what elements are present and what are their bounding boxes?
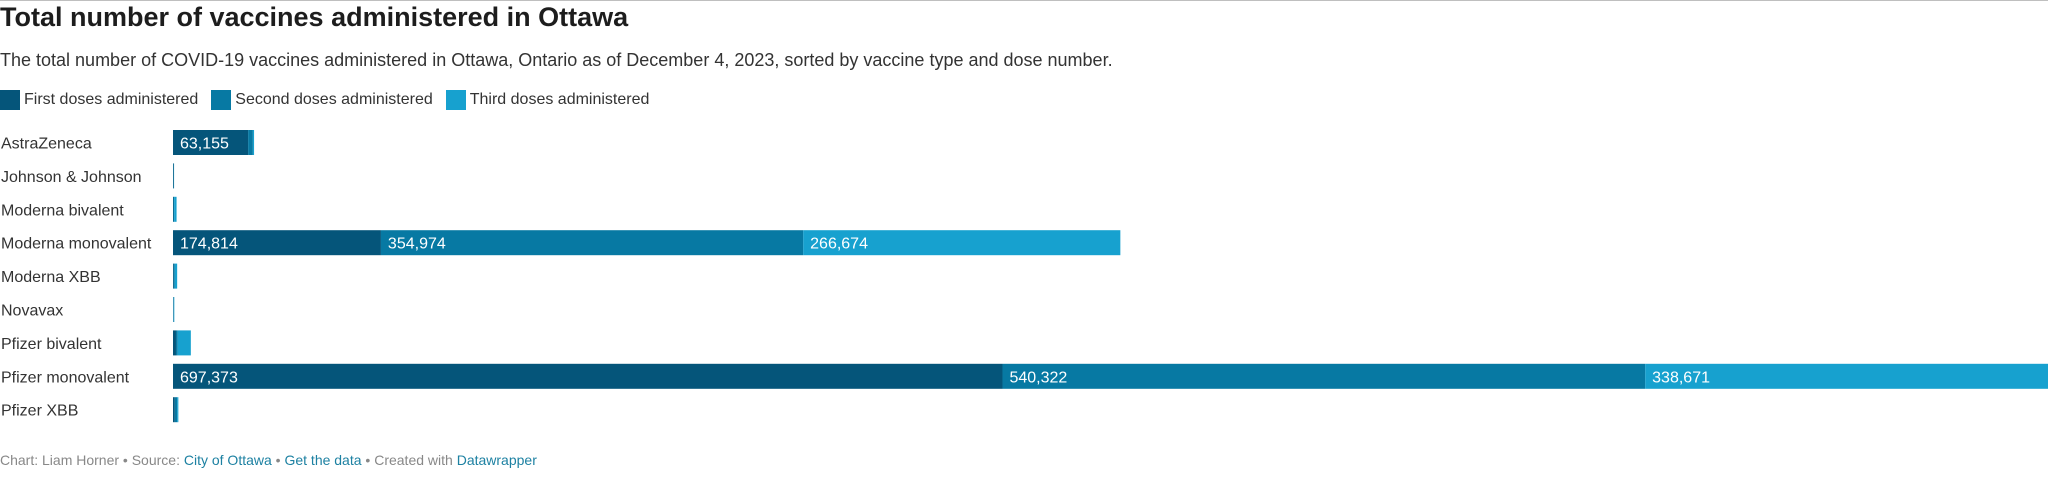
bar-moderna-xbb-second-doses[interactable]: [173, 263, 175, 289]
category-label-novavax: Novavax: [1, 303, 63, 320]
footer-created-with: • Created with: [361, 452, 457, 468]
data-label-moderna-monovalent-second-doses: 354,974: [388, 236, 446, 253]
category-label-astrazeneca: AstraZeneca: [1, 136, 92, 153]
chart-subtitle: The total number of COVID-19 vaccines ad…: [0, 50, 1113, 70]
stacked-bar-chart: AstraZeneca 63,155 Johnson & Johnson Modern…: [1, 130, 2048, 423]
top-rule: [0, 0, 2048, 1]
bar-moderna-monovalent-second-doses[interactable]: [380, 230, 804, 256]
legend-swatch-third-doses: [445, 90, 466, 110]
legend-label-second-doses: Second doses administered: [235, 91, 433, 108]
bar-novavax-third-doses[interactable]: [173, 297, 175, 322]
category-label-pfizer-monovalent: Pfizer monovalent: [1, 369, 130, 386]
legend-item-third-doses: Third doses administered: [445, 90, 650, 110]
bar-pfizer-monovalent-second-doses[interactable]: [1002, 363, 1646, 389]
category-label-moderna-monovalent: Moderna monovalent: [1, 236, 152, 253]
bar-pfizer-monovalent-third-doses[interactable]: [1645, 363, 2048, 389]
bar-pfizer-monovalent-first-doses[interactable]: [173, 363, 1003, 389]
source-link[interactable]: City of Ottawa: [183, 452, 272, 468]
bar-moderna-xbb-first-doses[interactable]: [173, 263, 174, 289]
category-label-moderna-bivalent: Moderna bivalent: [1, 202, 124, 219]
bar-pfizer-bivalent-second-doses[interactable]: [175, 330, 178, 356]
bar-moderna-monovalent-third-doses[interactable]: [803, 230, 1121, 256]
bar-astrazeneca-first-doses[interactable]: [173, 130, 249, 155]
chart-title: Total number of vaccines administered in…: [0, 2, 629, 32]
legend: First doses administered Second doses ad…: [0, 90, 662, 110]
footer-credit: Chart: Liam Horner • Source:: [0, 452, 184, 468]
data-label-pfizer-monovalent-third-doses: 338,671: [1652, 369, 1710, 386]
legend-item-second-doses: Second doses administered: [211, 90, 433, 110]
bar-johnson-and-johnson-first-doses[interactable]: [173, 163, 174, 189]
bar-pfizer-xbb-first-doses[interactable]: [173, 397, 175, 423]
bar-moderna-bivalent-third-doses[interactable]: [174, 196, 177, 222]
bar-moderna-monovalent-first-doses[interactable]: [173, 230, 381, 256]
data-label-pfizer-monovalent-second-doses: 540,322: [1009, 369, 1067, 386]
legend-label-first-doses: First doses administered: [24, 91, 199, 108]
bar-astrazeneca-third-doses[interactable]: [252, 130, 255, 155]
bar-moderna-xbb-third-doses[interactable]: [174, 263, 178, 289]
get-the-data-link[interactable]: Get the data: [284, 452, 362, 468]
legend-item-first-doses: First doses administered: [0, 90, 198, 110]
bar-pfizer-xbb-third-doses[interactable]: [177, 397, 179, 423]
data-label-moderna-monovalent-first-doses: 174,814: [180, 236, 238, 253]
bar-moderna-bivalent-second-doses[interactable]: [173, 196, 175, 222]
data-label-astrazeneca-first-doses: 63,155: [180, 136, 229, 153]
category-label-pfizer-bivalent: Pfizer bivalent: [1, 336, 102, 353]
category-label-johnson-and-johnson: Johnson & Johnson: [1, 169, 142, 186]
bar-astrazeneca-second-doses[interactable]: [248, 130, 253, 155]
bar-pfizer-bivalent-first-doses[interactable]: [173, 330, 176, 356]
legend-swatch-second-doses: [211, 90, 232, 110]
category-label-moderna-xbb: Moderna XBB: [1, 269, 101, 286]
legend-label-third-doses: Third doses administered: [469, 91, 650, 108]
legend-swatch-first-doses: [0, 90, 20, 110]
category-label-pfizer-xbb: Pfizer XBB: [1, 403, 78, 420]
bar-pfizer-bivalent-third-doses[interactable]: [177, 330, 191, 356]
bar-pfizer-xbb-second-doses[interactable]: [174, 397, 178, 423]
data-label-moderna-monovalent-third-doses: 266,674: [810, 236, 868, 253]
data-label-pfizer-monovalent-first-doses: 697,373: [180, 369, 238, 386]
footer-separator: •: [271, 452, 285, 468]
datawrapper-link[interactable]: Datawrapper: [456, 452, 537, 468]
chart-footer: Chart: Liam Horner • Source: City of Ott…: [0, 452, 537, 468]
